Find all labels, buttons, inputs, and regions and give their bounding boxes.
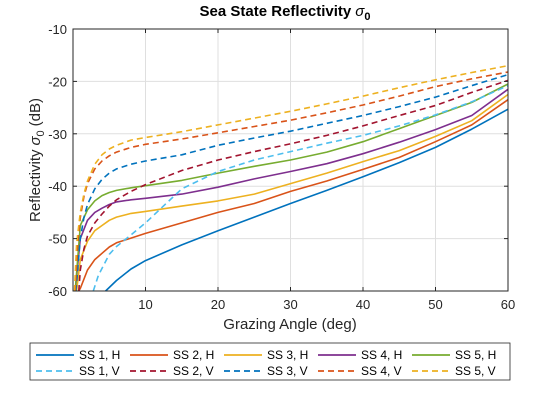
y-axis-label: Reflectivityσ0(dB) xyxy=(27,98,47,222)
x-tick-label: 40 xyxy=(356,297,370,312)
series-line-8 xyxy=(75,73,509,292)
legend-label-8: SS 3, V xyxy=(267,364,308,378)
tick-marks xyxy=(73,28,509,292)
legend-label-2: SS 2, H xyxy=(173,348,214,362)
legend-label-5: SS 5, H xyxy=(455,348,496,362)
y-tick-label: -10 xyxy=(48,22,67,37)
legend-label-7: SS 2, V xyxy=(173,364,214,378)
series-line-4 xyxy=(74,88,509,292)
legend-label-1: SS 1, H xyxy=(79,348,120,362)
legend-box xyxy=(29,342,511,381)
x-tick-label: 50 xyxy=(428,297,442,312)
y-tick-label: -30 xyxy=(48,127,67,142)
y-tick-label: -60 xyxy=(48,284,67,299)
x-axis-label: Grazing Angle (deg) xyxy=(223,316,356,333)
series-layer xyxy=(73,64,509,292)
y-tick-label: -50 xyxy=(48,232,67,247)
series-line-1 xyxy=(105,108,509,292)
legend-label-6: SS 1, V xyxy=(79,364,120,378)
series-line-5 xyxy=(74,83,509,292)
y-tick-label: -40 xyxy=(48,179,67,194)
legend: SS 1, H SS 2, H SS 3, H SS 4, H SS 5, H SS 1,… xyxy=(36,348,496,378)
x-tick-label: 60 xyxy=(501,297,515,312)
legend-label-9: SS 4, V xyxy=(361,364,402,378)
y-tick-label: -20 xyxy=(48,74,67,89)
series-line-10 xyxy=(73,64,509,292)
series-line-6 xyxy=(92,84,509,292)
series-line-7 xyxy=(78,79,509,292)
x-tick-label: 30 xyxy=(283,297,297,312)
x-tick-label: 20 xyxy=(211,297,225,312)
x-tick-label: 10 xyxy=(138,297,152,312)
legend-label-3: SS 3, H xyxy=(267,348,308,362)
legend-label-4: SS 4, H xyxy=(361,348,402,362)
series-line-9 xyxy=(74,71,509,292)
series-line-3 xyxy=(75,93,509,292)
tick-labels: 10 20 30 40 50 60 -10 -20 -30 -40 -50 -60 xyxy=(48,22,515,312)
series-line-2 xyxy=(78,99,509,292)
legend-label-10: SS 5, V xyxy=(455,364,496,378)
chart-title: Sea State Reflectivity σ0 xyxy=(200,3,371,23)
